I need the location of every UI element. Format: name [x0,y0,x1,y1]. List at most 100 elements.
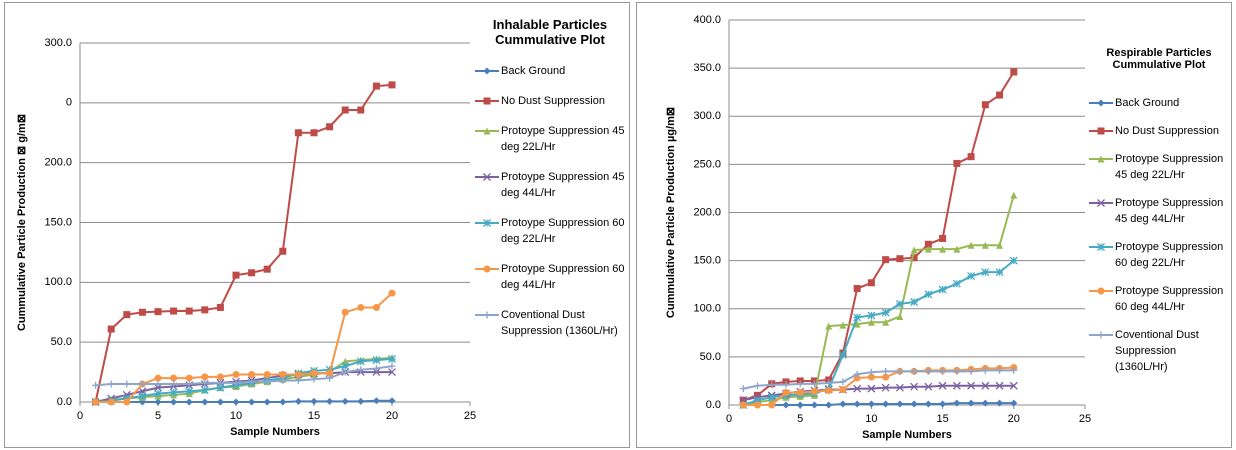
legend-marker [483,97,491,105]
x-tick-label: 20 [1008,413,1020,425]
point [185,387,194,396]
legend-marker [483,67,491,75]
legend-marker [483,173,491,181]
y-tick-label: 0.0 [57,396,72,408]
point [388,289,396,297]
point [232,370,240,378]
chart: 0.0 50.0 100.0 150.0 200.0 0 300.0 0 5 10 15 20 25 Sa… [16,37,476,438]
y-tick-label: 0.0 [706,399,721,411]
point [372,303,380,311]
legend-label: Coventional Dust Suppression (1360L/Hr) [501,309,618,337]
point [1009,256,1018,265]
point [939,245,947,253]
point [995,381,1004,390]
point [294,397,302,405]
point [838,350,847,359]
point [882,373,890,381]
point [1010,399,1018,407]
point [248,378,256,386]
point [839,321,847,329]
point [867,384,876,393]
point [996,366,1004,374]
point [796,401,804,409]
point [294,129,302,137]
point [201,373,209,381]
point [248,370,256,378]
point [882,256,890,264]
legend-label: Back Ground [1115,97,1180,109]
legend-swatch [1089,243,1113,251]
legend-swatch [1089,199,1113,207]
point [310,369,318,377]
point [753,391,761,399]
point [326,369,334,377]
point [996,91,1004,99]
point [263,398,271,406]
y-tick-label: 150.0 [44,216,72,228]
point [185,380,193,388]
point [372,364,380,372]
point [357,106,365,114]
point [326,374,334,382]
legend-label: Protoype Suppression 45 deg 22L/Hr [1115,153,1224,181]
legend-swatch [1089,127,1113,135]
point [92,381,100,389]
point [1010,68,1018,76]
point [356,357,365,366]
point [753,401,761,409]
legend-swatch [1089,287,1113,295]
legend-swatch [475,97,499,105]
point [169,388,178,397]
point [216,373,224,381]
point [939,234,947,242]
point [825,379,833,387]
chart-title: Respirable Particles Cummulative Plot [1106,47,1212,71]
y-tick-label: 0 [66,97,72,109]
y-tick-label: 200.0 [693,206,721,218]
point [185,374,193,382]
point [154,308,162,316]
legend-marker [483,219,491,227]
point [232,271,240,279]
legend-label: Protoype Suppression 45 deg 22L/Hr [501,125,625,153]
point [825,322,833,330]
point [154,380,162,388]
legend-marker [1097,331,1105,339]
point [341,397,349,405]
legend-label: No Dust Suppression [1115,125,1219,137]
x-tick-label: 10 [865,413,877,425]
point [123,311,131,319]
point [910,246,918,254]
legend-label: Protoype Suppression 60 deg 44L/Hr [501,263,625,291]
x-tick-label: 25 [1079,413,1091,425]
legend-entry: Protoype Suppression 45 deg 44L/Hr [475,169,625,201]
point [981,241,989,249]
point [154,389,162,398]
point [310,397,318,405]
point [825,387,833,395]
point [996,241,1004,249]
legend-entry: No Dust Suppression [475,93,625,109]
point [896,367,904,375]
point [896,312,904,320]
point [981,381,990,390]
legend-entry: Back Ground [475,63,625,79]
x-axis-title: Sample Numbers [230,426,320,438]
point [996,399,1004,407]
point [853,285,861,293]
point [739,401,747,409]
point [326,397,334,405]
point [782,388,790,396]
point [953,367,961,375]
point [388,81,396,89]
legend-marker [1097,199,1105,207]
point [170,307,178,315]
point [310,129,318,137]
legend-marker [1097,99,1105,107]
point [372,368,381,377]
legend-marker [1097,127,1105,135]
point [796,388,804,396]
point [388,397,396,405]
legend-marker [1097,155,1105,163]
point [248,269,256,277]
